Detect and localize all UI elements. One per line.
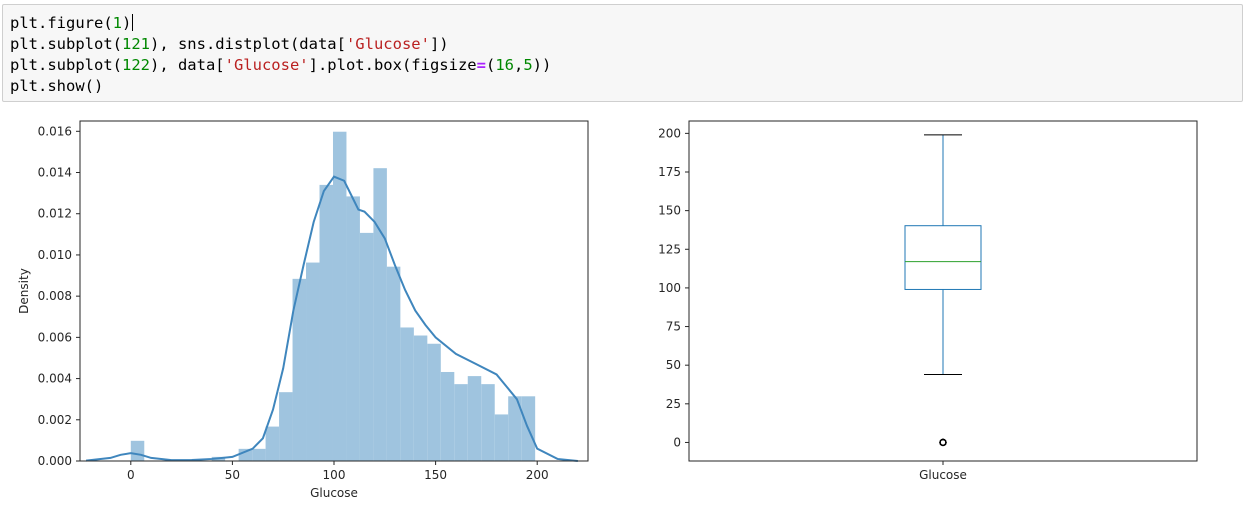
x-tick-label: Glucose	[919, 468, 967, 482]
histogram-bar	[279, 392, 293, 461]
code-token: 'Glucose'	[224, 56, 309, 74]
y-tick-label: 50	[666, 358, 681, 372]
histogram-bar	[494, 414, 509, 461]
code-line: plt.figure(1)	[10, 14, 134, 32]
histogram-bar	[481, 384, 495, 461]
y-tick-label: 0.012	[38, 207, 72, 221]
code-token: ))	[532, 56, 552, 74]
histogram-bar	[508, 396, 522, 461]
histogram-bar	[292, 278, 307, 461]
code-token: )	[122, 14, 132, 32]
code-line: plt.subplot(121), sns.distplot(data['Glu…	[10, 35, 449, 53]
code-token: plt.subplot(	[10, 35, 122, 53]
y-tick-label: 25	[666, 397, 681, 411]
histogram-bar	[454, 384, 468, 461]
kde-line	[85, 175, 578, 462]
text-cursor	[132, 14, 134, 31]
y-tick-label: 0.014	[38, 166, 72, 180]
y-axis-label: Density	[17, 268, 31, 314]
histogram-bar	[427, 343, 441, 461]
code-token: 'Glucose'	[345, 35, 430, 53]
y-tick-label: 0.002	[38, 413, 72, 427]
histogram-bar	[306, 262, 320, 461]
code-token: =	[476, 56, 486, 74]
histogram-bar	[400, 327, 414, 461]
boxplot-chart: 0 25 50 75 100 125 150 175 200 Glucose	[658, 120, 1198, 482]
histogram-bar	[373, 168, 387, 462]
histogram-bar	[238, 448, 253, 461]
code-token: plt.figure(	[10, 14, 113, 32]
x-tick-label: 0	[127, 468, 135, 482]
histogram-bar	[252, 448, 266, 461]
code-token: ].plot.box(figsize	[308, 56, 477, 74]
histogram-bar	[359, 232, 374, 461]
code-token: ), data[	[149, 56, 225, 74]
y-tick-label: 0.016	[38, 124, 72, 138]
histogram-bar	[130, 440, 145, 461]
y-tick-label: 0.010	[38, 248, 72, 262]
y-tick-label: 0	[673, 435, 681, 449]
code-editor[interactable]: plt.figure(1) plt.subplot(121), sns.dist…	[3, 5, 1242, 97]
histogram-bar	[467, 376, 482, 461]
histogram-bar	[265, 426, 280, 461]
code-cell[interactable]: plt.figure(1) plt.subplot(121), sns.dist…	[2, 4, 1243, 102]
x-tick-label: 200	[526, 468, 549, 482]
y-tick-label: 0.000	[38, 454, 72, 468]
code-token: ,	[513, 56, 524, 74]
y-tick-label: 150	[658, 204, 681, 218]
x-tick-label: 150	[424, 468, 447, 482]
charts-output: 0 50 100 150 200 0.000 0.002 0.004 0.006 0.008 0.0…	[17, 120, 1198, 500]
code-token: 1	[112, 14, 122, 32]
x-axis-label: Glucose	[310, 486, 358, 500]
code-token: ])	[429, 35, 449, 53]
code-line: plt.show()	[10, 77, 103, 95]
x-tick-label: 100	[323, 468, 346, 482]
code-token: ), sns.distplot(data[	[149, 35, 346, 53]
distplot-chart: 0 50 100 150 200 0.000 0.002 0.004 0.006 0.008 0.0…	[17, 120, 589, 500]
histogram-bar	[332, 131, 347, 461]
histogram-bar	[346, 196, 360, 461]
y-tick-label: 0.004	[38, 372, 72, 386]
y-tick-label: 75	[666, 320, 681, 334]
histogram-bar	[413, 335, 428, 461]
histogram-bar	[319, 184, 333, 461]
histogram-bar	[386, 266, 401, 461]
box	[904, 225, 982, 290]
y-tick-label: 0.006	[38, 330, 72, 344]
code-token: 5	[523, 56, 533, 74]
x-tick-label: 50	[225, 468, 240, 482]
code-token: (	[485, 56, 496, 74]
y-tick-label: 125	[658, 242, 681, 256]
code-token: plt.show()	[10, 77, 104, 95]
histogram-bar	[440, 371, 455, 461]
code-token: 121	[121, 35, 150, 53]
code-token: 122	[121, 56, 150, 74]
y-tick-label: 100	[658, 281, 681, 295]
y-tick-label: 0.008	[38, 289, 72, 303]
y-tick-label: 175	[658, 165, 681, 179]
code-line: plt.subplot(122), data['Glucose'].plot.b…	[10, 56, 551, 74]
outlier-point	[939, 438, 947, 447]
code-token: plt.subplot(	[10, 56, 122, 74]
y-tick-label: 200	[658, 126, 681, 140]
code-token: 16	[495, 56, 514, 74]
